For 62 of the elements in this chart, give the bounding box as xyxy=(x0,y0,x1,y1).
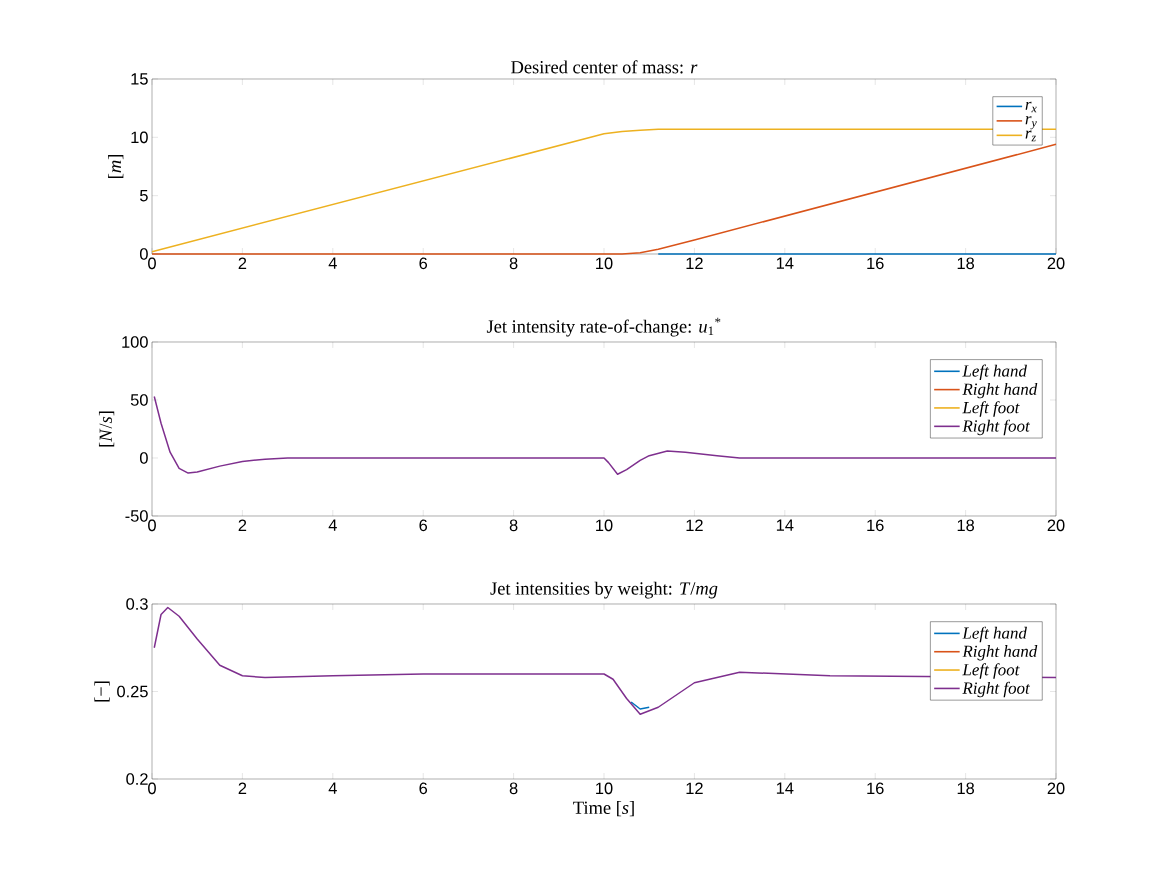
x-tick-label: 14 xyxy=(776,782,794,794)
legend-label: Right foot xyxy=(962,681,1031,698)
y-tick-label: 0 xyxy=(139,248,148,260)
y-tick-label: 0.2 xyxy=(126,773,148,785)
legend-label: Right hand xyxy=(962,382,1038,399)
x-tick-label: 4 xyxy=(328,782,337,794)
x-tick-label: 6 xyxy=(419,257,428,270)
x-tick-label: 18 xyxy=(957,782,975,795)
x-tick-label: 2 xyxy=(238,519,247,531)
x-tick-label: 8 xyxy=(509,257,518,270)
x-tick-label: 16 xyxy=(867,519,884,532)
x-tick-label: 6 xyxy=(419,519,428,532)
y-tick-label: 15 xyxy=(131,73,148,85)
x-tick-label: 4 xyxy=(328,257,337,269)
x-tick-label: 16 xyxy=(867,782,884,795)
x-tick-label: 12 xyxy=(686,519,703,531)
line-series xyxy=(153,606,1057,715)
x-tick-label: 10 xyxy=(596,782,613,795)
legend-label: Left hand xyxy=(962,364,1027,381)
x-tick-label: 18 xyxy=(957,257,975,270)
x-tick-label: 14 xyxy=(776,519,794,531)
legend-label: r$_{z}$ xyxy=(1025,130,1036,142)
x-tick-label: 6 xyxy=(419,782,428,795)
x-tick-label: 20 xyxy=(1047,257,1065,270)
y-axis-title: [−] xyxy=(94,681,110,702)
chart-title: Desired center of mass: r xyxy=(511,60,698,74)
y-tick-label: 100 xyxy=(122,336,148,348)
x-tick-label: 20 xyxy=(1047,782,1065,795)
x-tick-label: 0 xyxy=(148,782,156,795)
x-tick-label: 20 xyxy=(1047,519,1065,532)
x-tick-label: 16 xyxy=(867,257,884,270)
x-tick-label: 10 xyxy=(596,519,613,532)
x-tick-label: 18 xyxy=(957,519,975,532)
legend-label: Left foot xyxy=(962,663,1020,679)
x-tick-label: 0 xyxy=(148,519,156,532)
y-tick-label: 0.25 xyxy=(117,685,148,698)
legend-label: r$_{y}$ xyxy=(1025,116,1037,130)
x-tick-label: 2 xyxy=(238,782,247,794)
chart-title: Jet intensity rate-of-change: u$_{1}$* xyxy=(486,317,721,337)
y-tick-label: 50 xyxy=(130,394,148,406)
legend-label: r$_{x}$ xyxy=(1025,101,1037,113)
x-tick-label: 8 xyxy=(509,519,518,532)
x-tick-label: 8 xyxy=(509,782,518,795)
y-tick-label: 0 xyxy=(139,452,148,464)
y-tick-label: 10 xyxy=(131,131,148,144)
y-axis-title: [m] xyxy=(108,155,124,178)
y-tick-label: -50 xyxy=(125,510,148,522)
y-tick-label: 0.3 xyxy=(126,598,148,610)
x-tick-label: 4 xyxy=(328,519,337,531)
legend-label: Left foot xyxy=(962,401,1020,417)
x-axis-title: Time [s] xyxy=(573,800,634,817)
x-tick-label: 2 xyxy=(238,257,247,269)
x-tick-label: 0 xyxy=(148,257,156,270)
x-tick-label: 12 xyxy=(686,782,703,794)
legend-label: Right hand xyxy=(962,645,1038,661)
x-tick-label: 14 xyxy=(776,257,794,269)
legend-label: Right foot xyxy=(962,419,1031,436)
chart-title: Jet intensities by weight: T/mg xyxy=(490,581,718,599)
x-tick-label: 10 xyxy=(596,257,613,270)
y-tick-label: 5 xyxy=(140,189,148,202)
x-tick-label: 12 xyxy=(686,257,703,269)
legend-label: Left hand xyxy=(962,626,1027,643)
